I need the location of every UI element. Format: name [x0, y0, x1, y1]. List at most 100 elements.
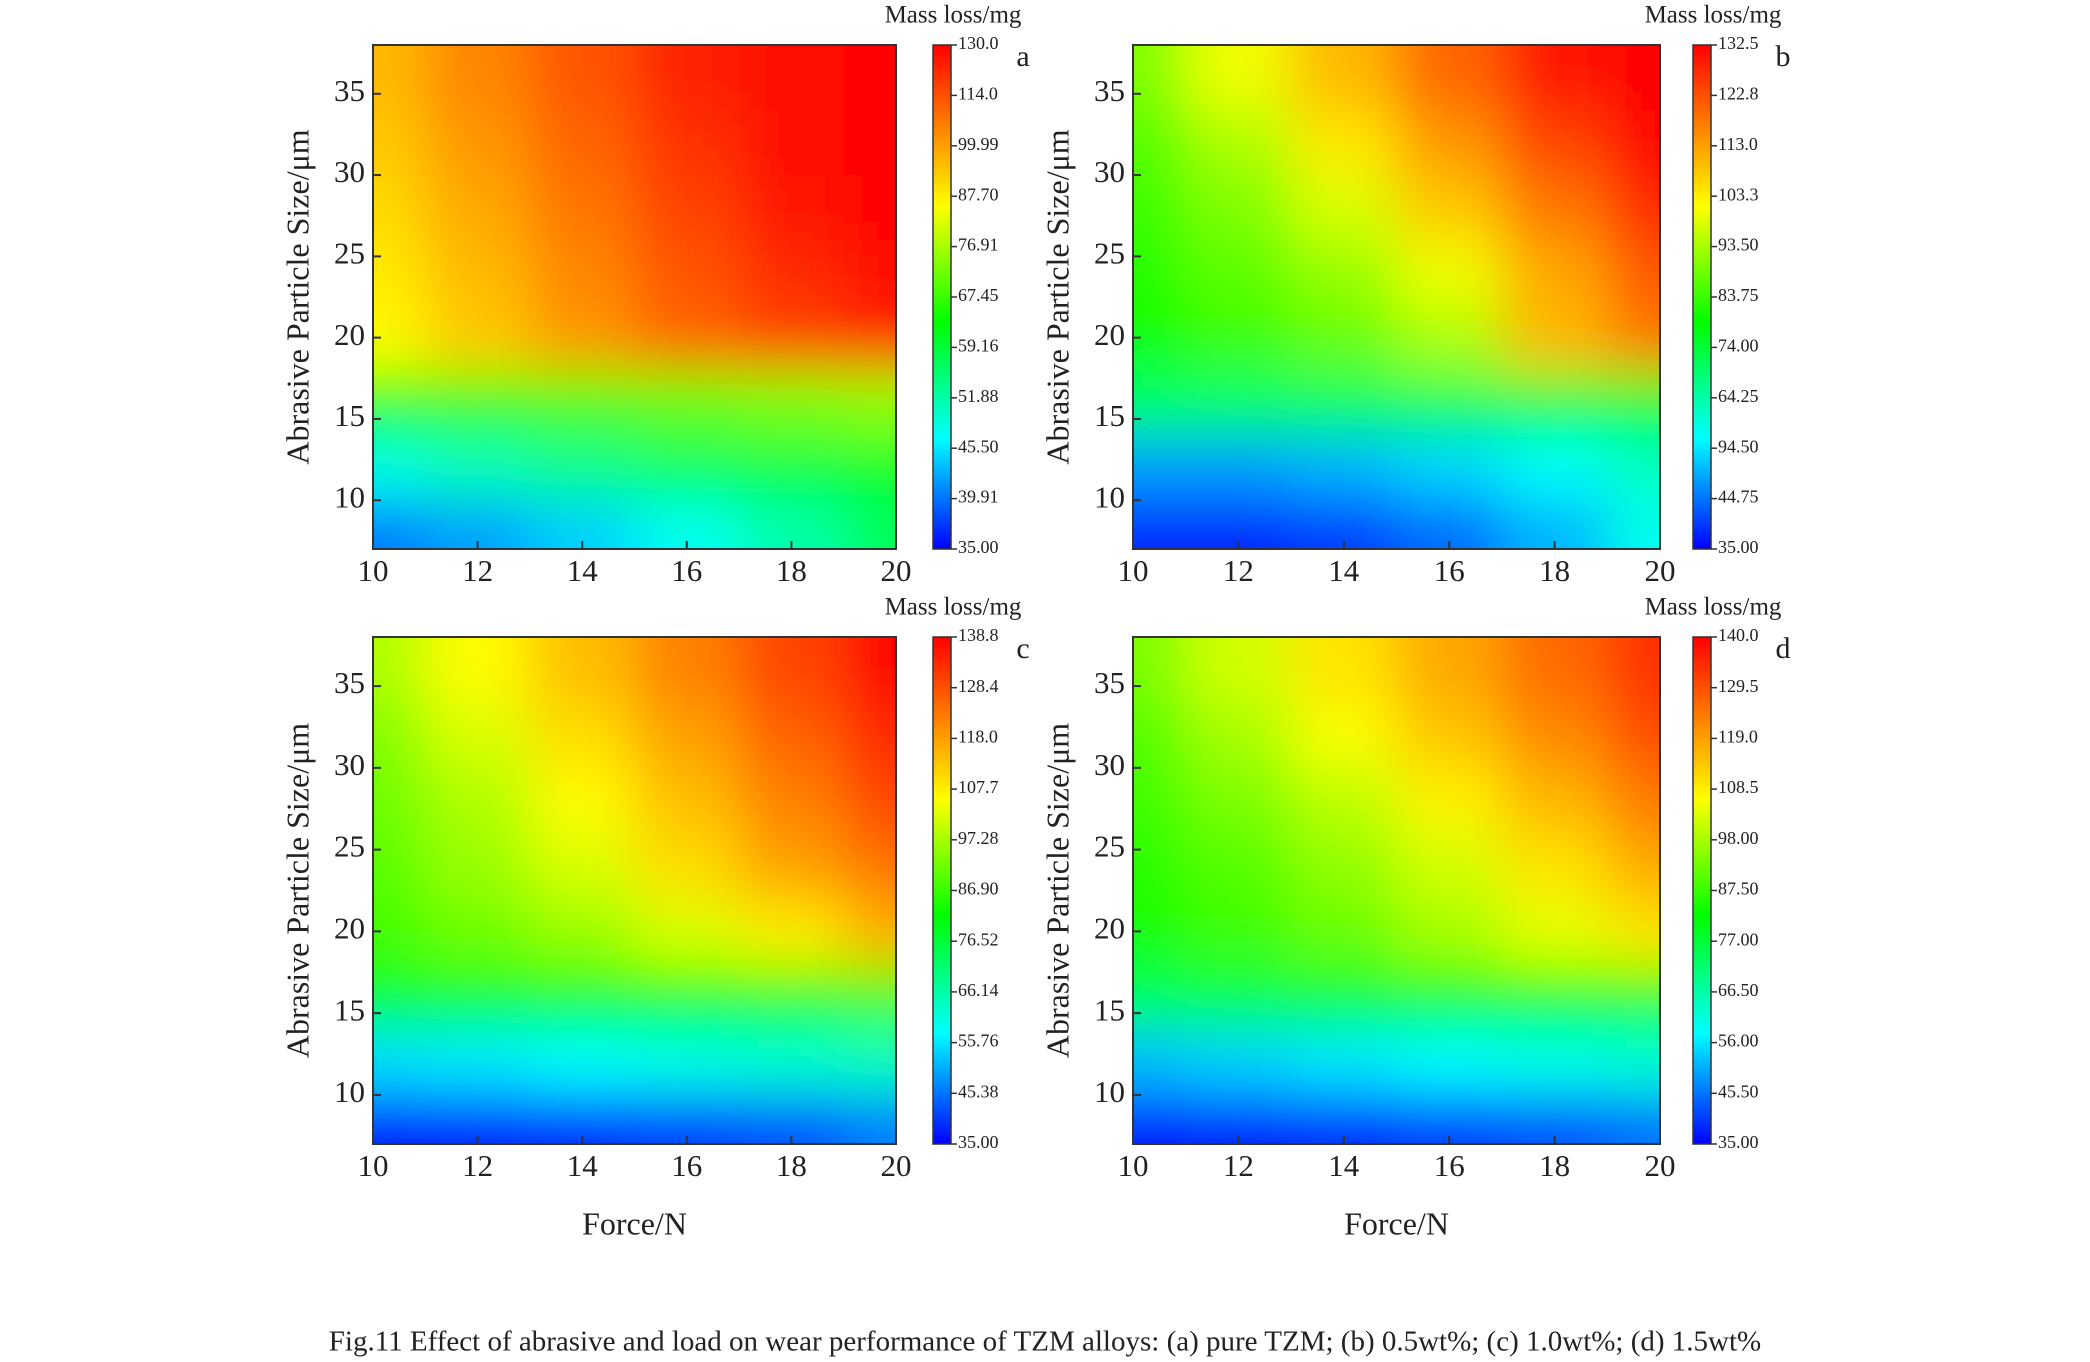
heat-cell: [1396, 1094, 1503, 1144]
heat-cell: [1607, 435, 1660, 501]
x-tick-label: 16: [1434, 1148, 1465, 1183]
heat-cell: [843, 702, 896, 769]
colorbar-tick-label: 114.0: [958, 84, 998, 104]
heat-cell: [843, 637, 896, 703]
heat-cell: [373, 110, 426, 176]
heat-cell: [739, 175, 845, 241]
y-tick-label: 35: [1094, 73, 1125, 108]
heat-cell: [1607, 240, 1660, 306]
heat-cell: [634, 45, 740, 111]
plot-frame: [372, 636, 897, 1145]
x-tick-label: 10: [358, 1148, 389, 1183]
heat-cell: [1396, 833, 1503, 900]
heat-cell: [425, 964, 531, 1031]
heat-cell: [739, 637, 845, 703]
colorbar-tick-label: 107.7: [958, 777, 999, 797]
heat-cell: [843, 435, 896, 501]
colorbar-tick-label: 64.25: [1718, 386, 1759, 406]
heat-cell: [843, 370, 896, 436]
heat-cell: [1185, 175, 1292, 241]
heat-cell: [529, 45, 635, 111]
colorbar-tick-label: 74.00: [1718, 336, 1759, 356]
plot-area: [373, 45, 896, 549]
heat-cell: [1501, 1094, 1608, 1144]
heat-cell: [634, 767, 740, 834]
heat-cell: [1607, 110, 1660, 176]
heat-cell: [529, 1029, 635, 1096]
heat-cell: [1396, 500, 1503, 549]
heat-cell: [1133, 964, 1187, 1031]
heat-cell: [1607, 833, 1660, 900]
colorbar-tick-label: 93.50: [1718, 235, 1759, 255]
y-tick-label: 10: [1094, 479, 1125, 514]
y-tick-label: 15: [1094, 992, 1125, 1027]
heat-cell: [425, 110, 531, 176]
colorbar-tick-label: 56.00: [1718, 1031, 1759, 1051]
colorbar-title: Mass loss/mg: [885, 594, 1022, 621]
heat-cell: [1185, 637, 1292, 703]
heat-cell: [843, 964, 896, 1031]
heat-cell: [1133, 110, 1187, 176]
heatmap: [373, 45, 896, 549]
colorbar-tick-label: 86.90: [958, 879, 999, 899]
y-tick-label: 10: [1094, 1074, 1125, 1109]
heat-cell: [634, 370, 740, 436]
heat-cell: [739, 1094, 845, 1144]
x-axis-label: Force/N: [582, 1205, 687, 1241]
heat-cell: [1607, 767, 1660, 834]
heat-cell: [425, 898, 531, 965]
heat-cell: [425, 305, 531, 371]
y-tick-label: 25: [1094, 829, 1125, 864]
heat-cell: [634, 898, 740, 965]
colorbar: [932, 44, 952, 550]
heat-cell: [373, 702, 426, 769]
heat-cell: [1291, 964, 1397, 1031]
heat-cell: [843, 898, 896, 965]
heat-cell: [1185, 1094, 1292, 1144]
heat-cell: [529, 964, 635, 1031]
colorbar-tick-label: 118.0: [958, 727, 998, 747]
heat-cell: [1291, 110, 1397, 176]
heat-cell: [1291, 175, 1397, 241]
heat-cell: [739, 898, 845, 965]
heat-cell: [739, 110, 845, 176]
heat-cell: [1133, 175, 1187, 241]
x-tick-label: 14: [567, 553, 599, 588]
heat-cell: [1396, 964, 1503, 1031]
colorbar-tick-label: 66.14: [958, 980, 999, 1000]
heat-cell: [373, 370, 426, 436]
colorbar-tick-label: 122.8: [1718, 84, 1759, 104]
heat-cell: [1133, 45, 1187, 111]
heat-cell: [1396, 637, 1503, 703]
plot-area: [1133, 637, 1660, 1144]
heat-cell: [425, 500, 531, 549]
x-tick-label: 18: [776, 1148, 807, 1183]
heat-cell: [843, 500, 896, 549]
y-tick-label: 25: [334, 235, 365, 270]
heatmap: [373, 637, 896, 1144]
colorbar-tick-label: 59.16: [958, 336, 999, 356]
colorbar-tick-label: 99.99: [958, 134, 999, 154]
heat-cell: [373, 1029, 426, 1096]
y-tick-label: 30: [1094, 154, 1125, 189]
colorbar: [1692, 44, 1712, 550]
heat-cell: [1396, 1029, 1503, 1096]
heat-cell: [1501, 767, 1608, 834]
heat-cell: [1607, 370, 1660, 436]
heat-cell: [1607, 175, 1660, 241]
heat-cell: [1185, 833, 1292, 900]
heat-cell: [1501, 110, 1608, 176]
heat-cell: [1133, 702, 1187, 769]
colorbar-tick-label: 97.28: [958, 828, 999, 848]
x-tick-label: 16: [671, 1148, 702, 1183]
heat-cell: [373, 240, 426, 306]
x-tick-label: 10: [358, 553, 389, 588]
x-tick-label: 12: [1223, 1148, 1254, 1183]
plot-area: [373, 637, 896, 1144]
heat-cell: [1291, 833, 1397, 900]
heat-cell: [1185, 964, 1292, 1031]
y-tick-label: 20: [1094, 910, 1125, 945]
heat-cell: [843, 45, 896, 111]
heat-cell: [425, 1029, 531, 1096]
heat-cell: [1501, 898, 1608, 965]
